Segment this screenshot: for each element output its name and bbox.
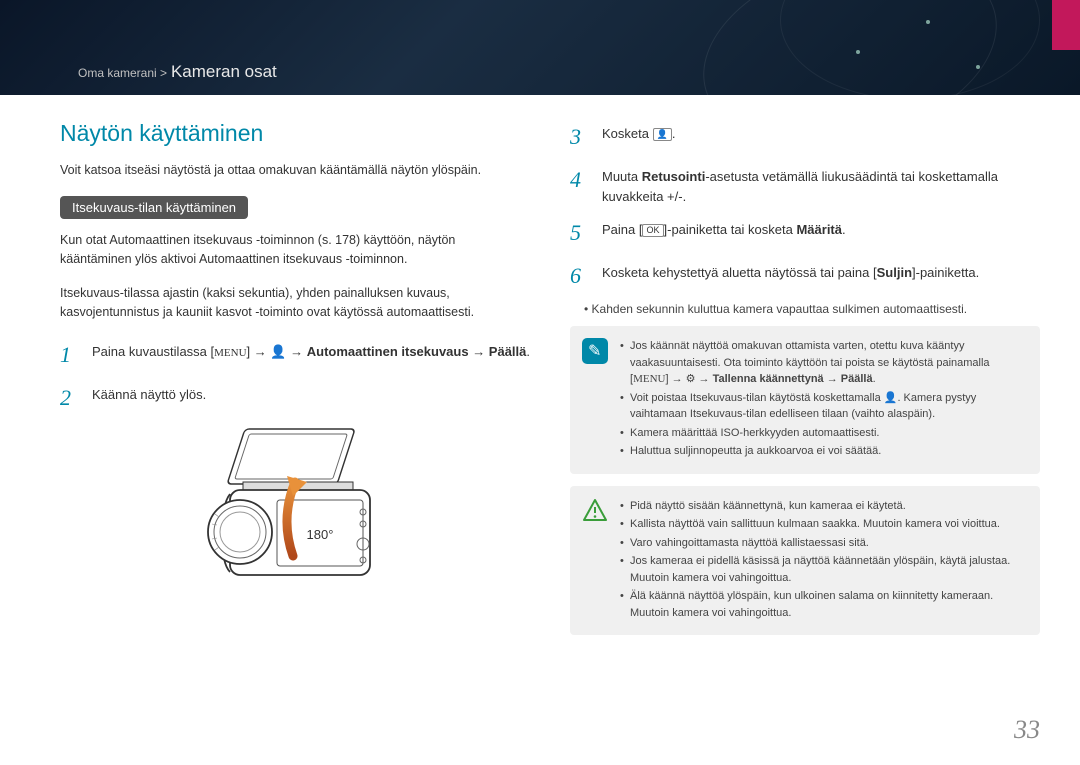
warning-box: Pidä näyttö sisään käännettynä, kun kame… (570, 486, 1040, 636)
step-2: 2 Käännä näyttö ylös. (60, 381, 530, 414)
step-6-sub: Kahden sekunnin kuluttua kamera vapautta… (584, 302, 1040, 316)
header-banner: Oma kamerani > Kameran osat (0, 0, 1080, 95)
note-box: Jos käännät näyttöä omakuvan ottamista v… (570, 326, 1040, 474)
warning-icon (582, 498, 608, 524)
section-title: Näytön käyttäminen (60, 120, 530, 147)
note-item: Haluttua suljinnopeutta ja aukkoarvoa ei… (620, 443, 1026, 460)
para1: Kun otat Automaattinen itsekuvaus -toimi… (60, 231, 530, 269)
figure-label: 180° (307, 527, 334, 542)
camera-figure: 180° (60, 424, 530, 599)
step-number: 4 (570, 163, 590, 196)
step-number: 5 (570, 216, 590, 249)
warn-item: Varo vahingoittamasta näyttöä kallistaes… (620, 535, 1026, 552)
note-icon (582, 338, 608, 364)
note-item: Kamera määrittää ISO-herkkyyden automaat… (620, 425, 1026, 442)
right-column: 3 Kosketa 👤. 4 Muuta Retusointi-asetusta… (570, 120, 1040, 647)
step-number: 1 (60, 338, 80, 371)
para2: Itsekuvaus-tilassa ajastin (kaksi sekunt… (60, 284, 530, 322)
subsection-pill: Itsekuvaus-tilan käyttäminen (60, 196, 248, 219)
note-item: Jos käännät näyttöä omakuvan ottamista v… (620, 338, 1026, 388)
intro-text: Voit katsoa itseäsi näytöstä ja ottaa om… (60, 161, 530, 180)
step-5: 5 Paina [OK]-painiketta tai kosketa Määr… (570, 216, 1040, 249)
step-number: 6 (570, 259, 590, 292)
step-1: 1 Paina kuvaustilassa [MENU] → 👤 → Autom… (60, 338, 530, 371)
page-number: 33 (1014, 715, 1040, 745)
left-column: Näytön käyttäminen Voit katsoa itseäsi n… (60, 120, 530, 647)
step-number: 3 (570, 120, 590, 153)
breadcrumb-parent: Oma kamerani > (78, 66, 167, 80)
ok-key: OK (642, 224, 663, 237)
menu-key: MENU (214, 347, 246, 359)
note-item: Voit poistaa Itsekuvaus-tilan käytöstä k… (620, 390, 1026, 423)
breadcrumb: Oma kamerani > Kameran osat (78, 62, 277, 82)
face-icon: 👤 (653, 128, 672, 141)
breadcrumb-current: Kameran osat (171, 62, 277, 81)
step-3: 3 Kosketa 👤. (570, 120, 1040, 153)
warn-item: Älä käännä näyttöä ylöspäin, kun ulkoine… (620, 588, 1026, 621)
step-4: 4 Muuta Retusointi-asetusta vetämällä li… (570, 163, 1040, 206)
warn-item: Pidä näyttö sisään käännettynä, kun kame… (620, 498, 1026, 515)
accent-tab (1052, 0, 1080, 50)
step-6: 6 Kosketa kehystettyä aluetta näytössä t… (570, 259, 1040, 292)
step-number: 2 (60, 381, 80, 414)
warn-item: Kallista näyttöä vain sallittuun kulmaan… (620, 516, 1026, 533)
warn-item: Jos kameraa ei pidellä käsissä ja näyttö… (620, 553, 1026, 586)
